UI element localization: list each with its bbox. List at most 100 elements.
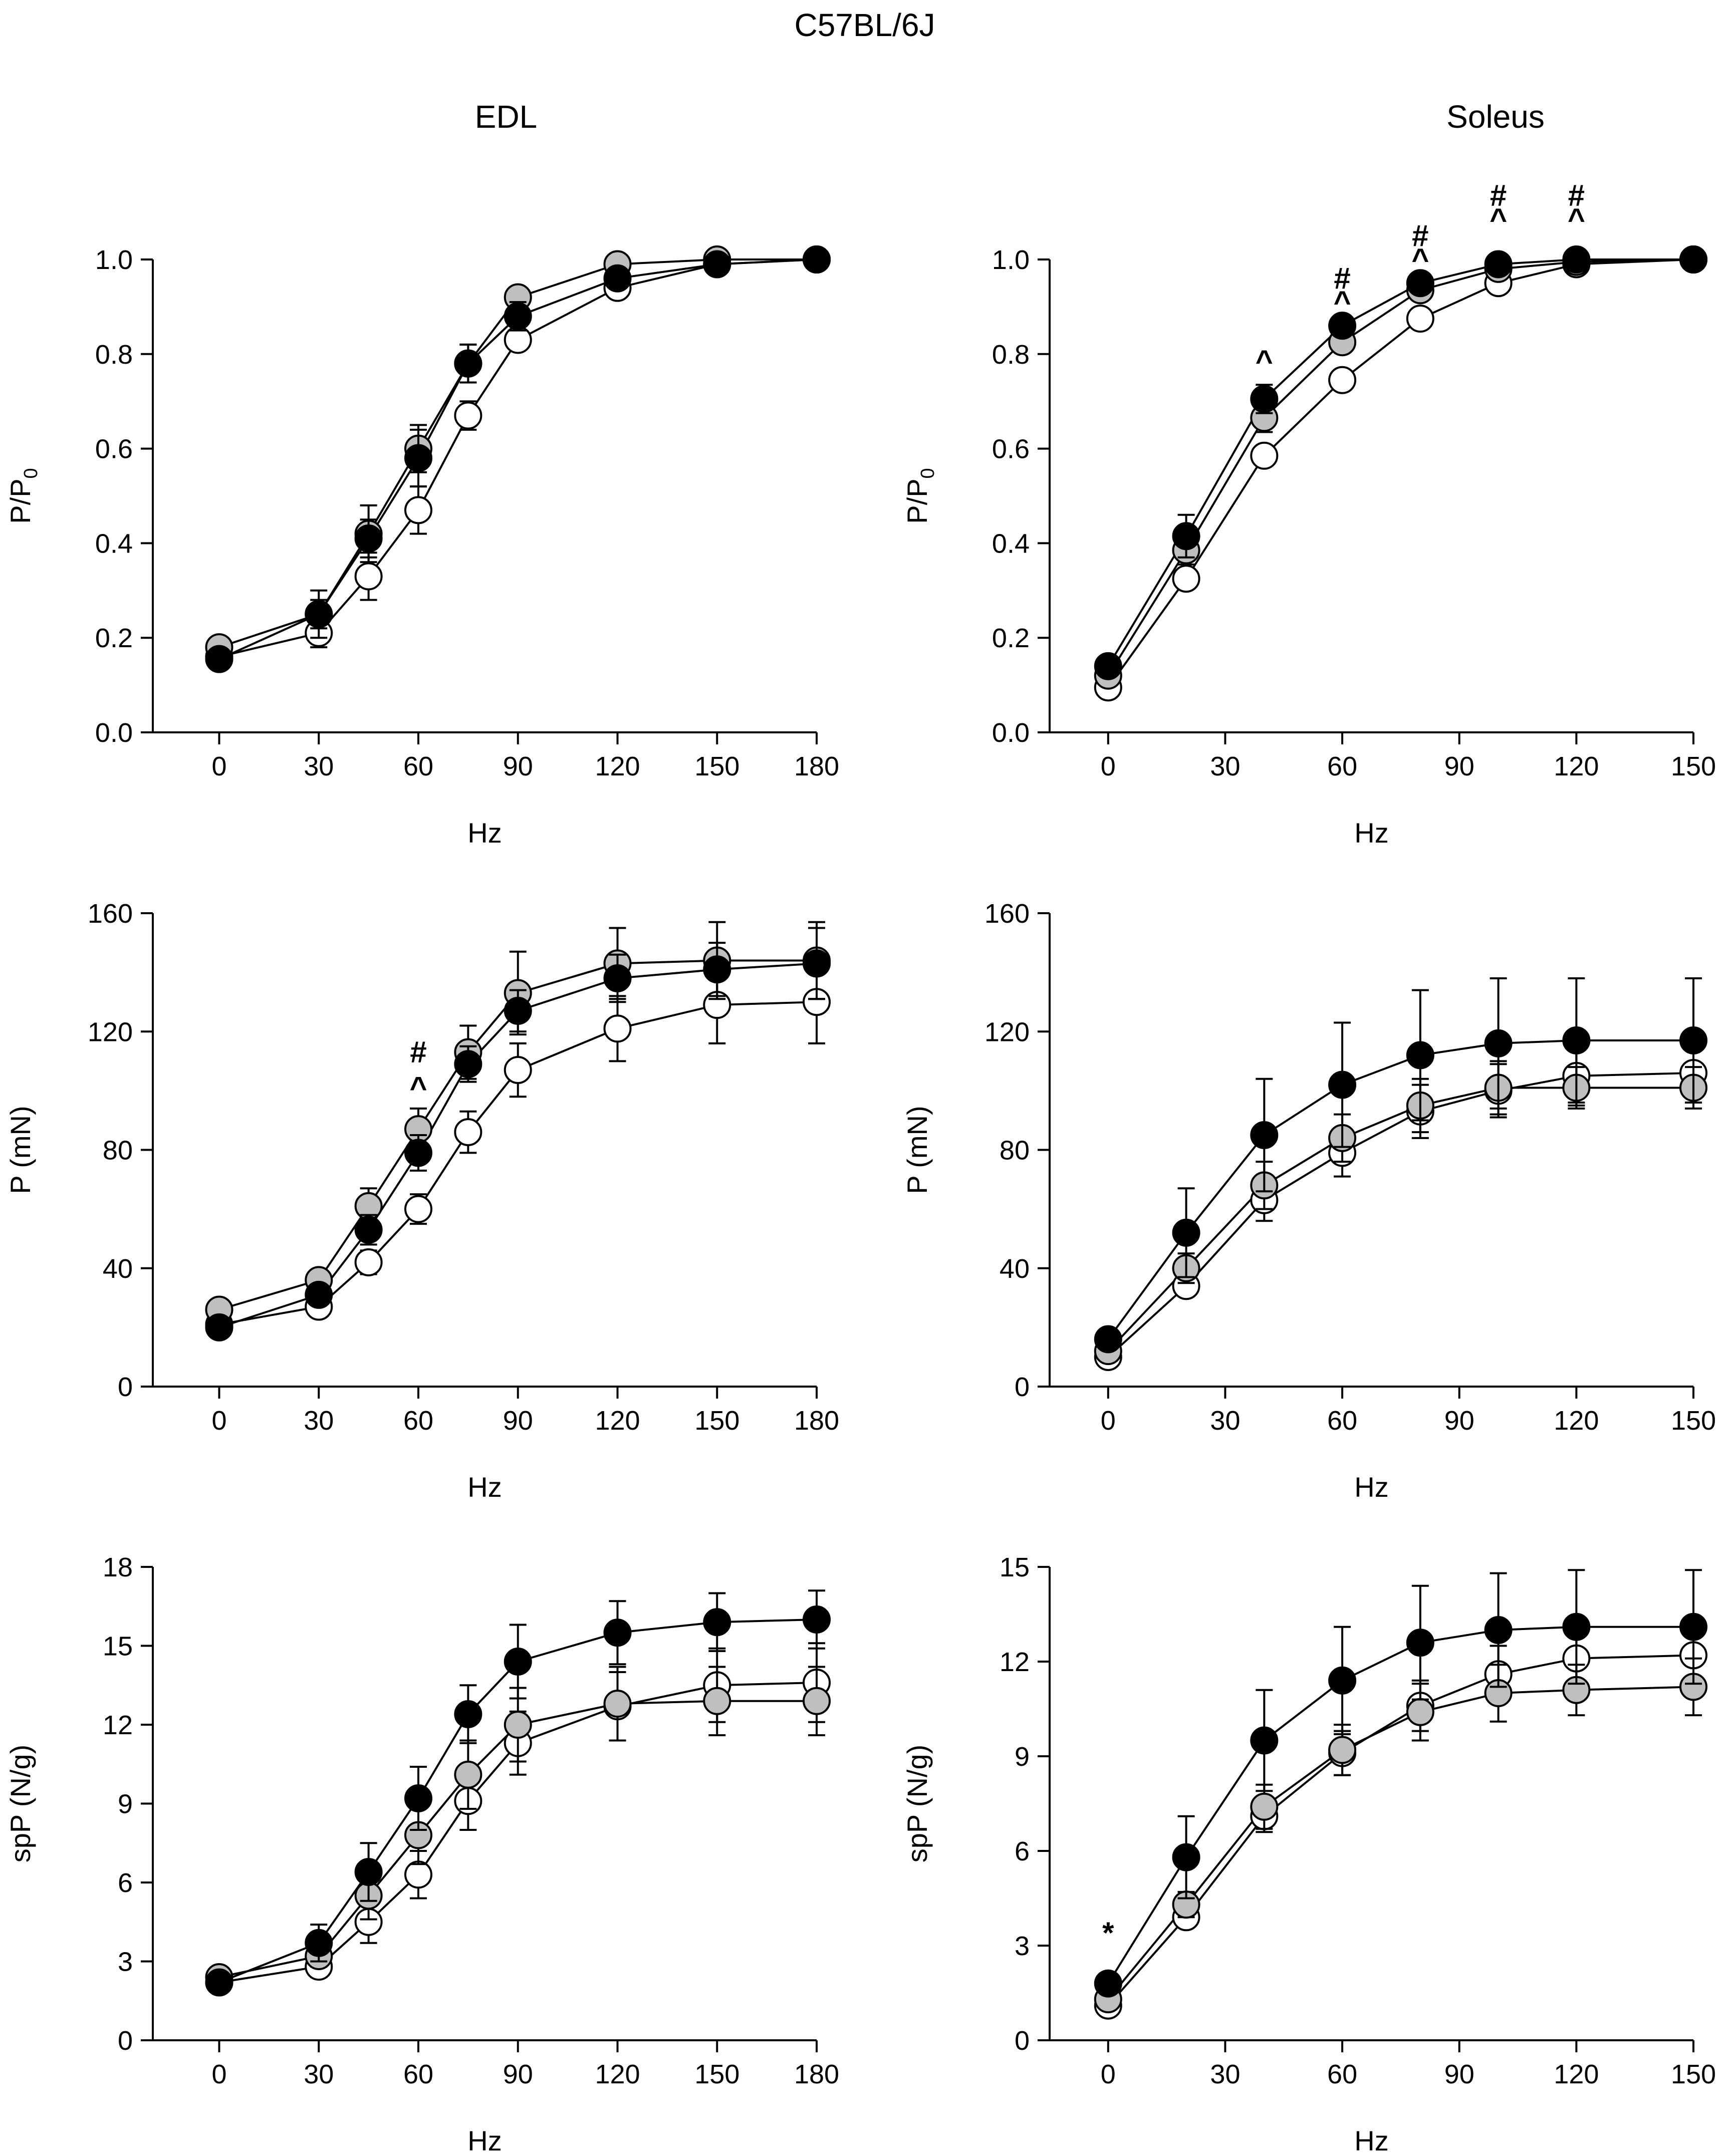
- y-tick-label: 6: [1015, 1836, 1030, 1866]
- x-tick-label: 30: [304, 1406, 334, 1436]
- data-point-black: [803, 949, 831, 978]
- data-point-black: [1328, 1666, 1357, 1695]
- x-tick-label: 180: [794, 1406, 839, 1436]
- x-axis-label: Hz: [1354, 1471, 1388, 1503]
- data-point-black: [1172, 1218, 1200, 1247]
- y-tick-label: 0.8: [992, 340, 1030, 370]
- data-point-black: [1328, 1070, 1357, 1099]
- significance-marker: #: [1568, 179, 1585, 212]
- data-point-grey: [1406, 1698, 1434, 1726]
- y-tick-label: 0.4: [992, 528, 1030, 559]
- x-tick-label: 30: [1210, 1406, 1240, 1436]
- data-point-grey: [703, 1687, 731, 1715]
- x-tick-label: 180: [794, 751, 839, 781]
- y-tick-label: 0.2: [992, 623, 1030, 653]
- series-line-open: [1107, 1654, 1694, 2007]
- data-point-black: [1250, 385, 1279, 413]
- x-tick-label: 150: [694, 1406, 739, 1436]
- x-tick-label: 90: [1444, 2059, 1474, 2089]
- x-tick-label: 0: [211, 2059, 226, 2089]
- x-tick-label: 120: [595, 1406, 640, 1436]
- data-point-black: [803, 1605, 831, 1634]
- x-tick-label: 90: [1444, 1406, 1474, 1436]
- x-tick-label: 30: [1210, 751, 1240, 781]
- data-point-black: [354, 1215, 383, 1244]
- data-point-black: [354, 524, 383, 553]
- data-point-black: [703, 1608, 731, 1637]
- y-tick-label: 0.0: [95, 718, 133, 748]
- data-point-black: [603, 964, 632, 992]
- y-tick-label: 40: [1000, 1254, 1030, 1284]
- data-point-open: [454, 1118, 482, 1147]
- y-tick-label: 0.8: [95, 340, 133, 370]
- x-tick-label: 60: [1327, 1406, 1357, 1436]
- data-point-black: [454, 1050, 482, 1079]
- data-point-open: [404, 496, 432, 524]
- y-tick-label: 6: [118, 1868, 133, 1898]
- data-point-black: [1250, 1726, 1279, 1755]
- data-point-black: [404, 444, 432, 472]
- y-tick-label: 12: [1000, 1647, 1030, 1677]
- y-axis-label: spP (N/g): [5, 1745, 36, 1862]
- y-tick-label: 80: [103, 1136, 133, 1166]
- data-point-black: [1328, 312, 1357, 340]
- significance-marker: ^: [1334, 285, 1351, 319]
- y-tick-label: 15: [1000, 1552, 1030, 1582]
- x-axis-label: Hz: [1354, 817, 1388, 849]
- data-point-grey: [603, 1690, 632, 1718]
- x-tick-label: 30: [304, 751, 334, 781]
- data-point-grey: [803, 1687, 831, 1715]
- significance-marker: #: [1412, 219, 1428, 252]
- data-point-black: [1679, 1026, 1707, 1054]
- x-tick-label: 60: [403, 751, 433, 781]
- data-point-black: [454, 1700, 482, 1728]
- chart-panel-sol-spp: 0 30 60 90 120 150 0 3 6 9 12 15 Hz spP (N/g) *: [901, 1552, 1716, 2156]
- data-point-black: [1562, 1026, 1591, 1054]
- x-axis-label: Hz: [1354, 2125, 1388, 2156]
- series-line-black: [1107, 258, 1693, 667]
- significance-marker: ^: [409, 1070, 427, 1104]
- y-tick-label: 9: [1015, 1742, 1030, 1772]
- data-point-grey: [504, 1711, 532, 1739]
- y-axis-label-subscript: 0: [917, 468, 938, 478]
- data-point-black: [1094, 652, 1122, 680]
- x-tick-label: 30: [1210, 2059, 1240, 2089]
- significance-marker: ^: [1490, 202, 1507, 236]
- y-tick-label: 160: [88, 899, 133, 929]
- data-point-black: [1679, 1612, 1707, 1641]
- significance-marker: ^: [1411, 242, 1429, 276]
- data-point-open: [404, 1195, 432, 1223]
- y-tick-label: 3: [1015, 1931, 1030, 1961]
- y-axis-label: P/P0: [901, 468, 938, 523]
- x-tick-label: 120: [1554, 1406, 1599, 1436]
- data-point-open: [1250, 441, 1279, 470]
- significance-marker: ^: [1256, 344, 1273, 378]
- x-tick-label: 150: [694, 2059, 739, 2089]
- y-tick-label: 120: [88, 1017, 133, 1047]
- y-tick-label: 80: [1000, 1136, 1030, 1166]
- column-title-edl: EDL: [475, 99, 538, 135]
- data-point-black: [1679, 245, 1707, 274]
- y-axis-label: P/P0: [5, 468, 42, 523]
- y-tick-label: 0: [118, 2026, 133, 2056]
- x-tick-label: 150: [1671, 1406, 1716, 1436]
- data-point-black: [305, 1280, 333, 1309]
- data-point-open: [1328, 366, 1357, 394]
- data-point-black: [603, 264, 632, 293]
- y-tick-label: 0.6: [95, 434, 133, 464]
- data-point-black: [803, 245, 831, 274]
- series-line-open: [1107, 258, 1694, 688]
- data-point-grey: [1328, 1736, 1357, 1764]
- x-axis-label: Hz: [467, 817, 502, 849]
- x-tick-label: 0: [1101, 1406, 1116, 1436]
- data-point-black: [1094, 1325, 1122, 1354]
- data-point-black: [1484, 1029, 1513, 1057]
- data-point-black: [1172, 522, 1200, 551]
- y-tick-label: 0: [118, 1372, 133, 1402]
- data-point-black: [603, 1619, 632, 1647]
- chart-panel-edl-spp: 0 30 60 90 120 150 180 0 3 6 9 12 15 18 Hz spP (N/g): [5, 1552, 839, 2156]
- significance-marker: *: [1102, 1916, 1114, 1950]
- y-tick-label: 1.0: [95, 245, 133, 275]
- data-point-black: [454, 349, 482, 378]
- data-point-black: [1562, 245, 1591, 274]
